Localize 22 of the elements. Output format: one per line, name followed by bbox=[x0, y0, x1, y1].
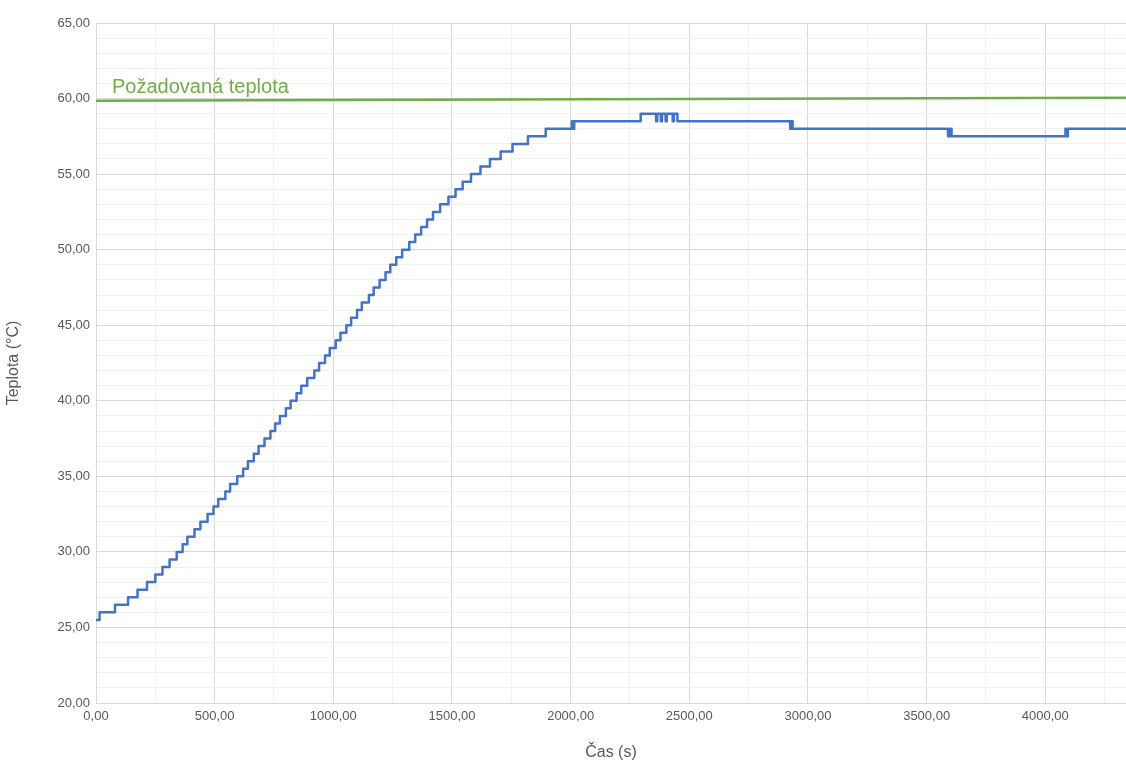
y-tick-label: 30,00 bbox=[57, 543, 90, 559]
y-tick-label: 35,00 bbox=[57, 467, 90, 483]
y-axis-title: Teplota (°C) bbox=[4, 320, 22, 406]
y-tick-label: 55,00 bbox=[57, 165, 90, 181]
x-tick-label: 500,00 bbox=[194, 708, 235, 724]
x-tick-label: 3500,00 bbox=[903, 708, 951, 724]
y-tick-label: 40,00 bbox=[57, 392, 90, 408]
x-tick-label: 0,00 bbox=[83, 708, 109, 724]
x-tick-label: 2000,00 bbox=[547, 708, 595, 724]
x-tick-label: 1000,00 bbox=[309, 708, 357, 724]
x-tick-label: 4000,00 bbox=[1021, 708, 1069, 724]
y-tick-label: 50,00 bbox=[57, 241, 90, 257]
x-axis-title: Čas (s) bbox=[585, 741, 637, 760]
y-tick-label: 25,00 bbox=[57, 619, 90, 635]
x-tick-label: 2500,00 bbox=[665, 708, 713, 724]
y-tick-label: 20,00 bbox=[57, 694, 90, 710]
y-tick-label: 45,00 bbox=[57, 316, 90, 332]
x-tick-label: 3000,00 bbox=[784, 708, 832, 724]
y-tick-label: 65,00 bbox=[57, 14, 90, 30]
y-tick-label: 60,00 bbox=[57, 90, 90, 106]
series-label: Požadovaná teplota bbox=[112, 75, 290, 98]
x-tick-label: 1500,00 bbox=[428, 708, 476, 724]
